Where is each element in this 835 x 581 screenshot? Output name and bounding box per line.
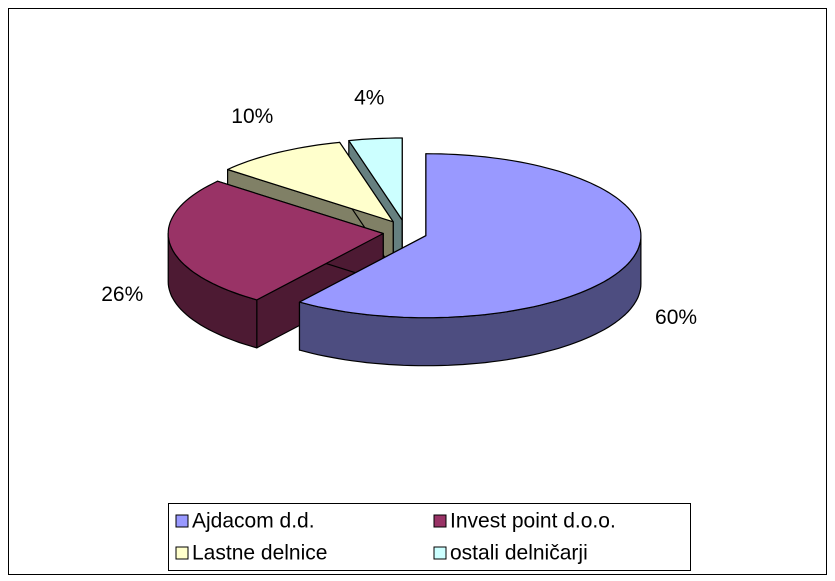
- slice: [167, 180, 384, 301]
- data-label: 60%: [655, 306, 697, 329]
- legend-label: Lastne delnice: [192, 542, 327, 565]
- legend-label: ostali delničarji: [450, 542, 588, 565]
- data-label: 4%: [354, 86, 384, 109]
- pie: 4% 10% 26% 60%: [101, 86, 697, 367]
- data-label: 26%: [101, 283, 143, 306]
- legend-label: Invest point d.o.o.: [450, 510, 616, 533]
- legend-swatch: [433, 546, 447, 560]
- legend-label: Ajdacom d.d.: [192, 510, 315, 533]
- legend-swatch: [175, 514, 189, 528]
- slice: [348, 137, 403, 221]
- slice: [227, 141, 394, 223]
- legend-swatch: [433, 514, 447, 528]
- slice: [298, 153, 642, 319]
- legend-box: [168, 503, 691, 571]
- data-label: 10%: [231, 105, 273, 128]
- legend: Ajdacom d.d. Invest point d.o.o. Lastne de…: [175, 510, 616, 565]
- legend-swatch: [175, 546, 189, 560]
